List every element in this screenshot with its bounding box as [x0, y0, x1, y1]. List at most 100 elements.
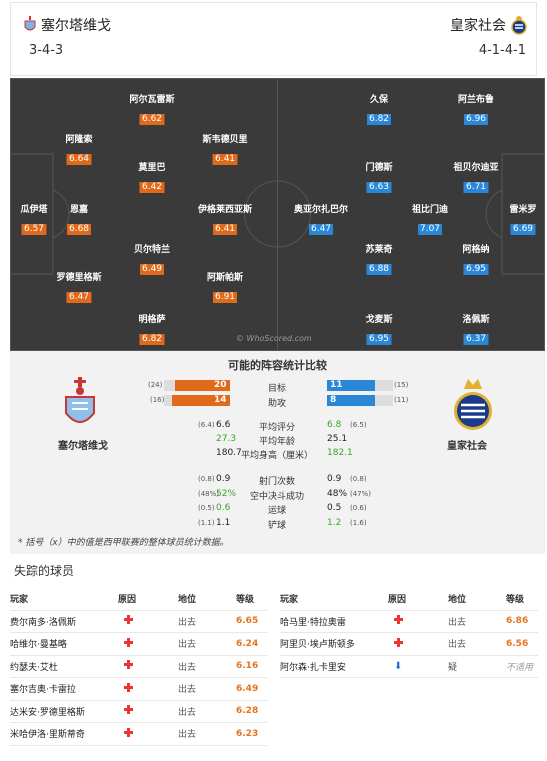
- injury-cross-icon: [124, 637, 133, 647]
- away-team-header[interactable]: 皇家社会: [450, 15, 528, 35]
- assists-away-value: 8: [330, 395, 337, 405]
- player-name: 阿隆索: [65, 135, 93, 145]
- stats-footnote: * 括号（x）中的值是西甲联赛的整体球员统计数据。: [18, 538, 229, 548]
- away-player[interactable]: 戈麦斯 6.95: [365, 314, 393, 345]
- home-formation: 3-4-3: [29, 43, 64, 58]
- away-player[interactable]: 洛佩斯 6.37: [462, 314, 490, 345]
- assists-home-prev: (16): [150, 396, 165, 404]
- player-name: 祖贝尔迪亚: [453, 163, 499, 173]
- missing-reason: [118, 677, 178, 701]
- home-missing-table: 玩家 原因 地位 等级 费尔南多·洛佩斯 出去 6.65 哈维尔·曼基略 出去 6.24 约…: [10, 588, 268, 746]
- stat-home-prev: (6.4): [198, 421, 215, 429]
- missing-player-name[interactable]: 阿尔森·扎卡里安: [280, 655, 388, 678]
- player-rating: 6.71: [463, 182, 489, 193]
- away-player[interactable]: 阿兰布鲁 6.96: [458, 94, 494, 125]
- missing-player-name[interactable]: 塞尔吉奥·卡雷拉: [10, 677, 118, 701]
- table-row[interactable]: 阿里贝·埃卢斯顿多 出去 6.56: [280, 632, 538, 656]
- player-rating: 6.91: [212, 292, 238, 303]
- missing-reason: [388, 610, 448, 633]
- stat-away-value: 25.1: [327, 434, 348, 444]
- missing-reason: [118, 610, 178, 633]
- injury-cross-icon: [124, 660, 133, 670]
- player-name: 罗德里格斯: [56, 273, 102, 283]
- missing-player-name[interactable]: 米哈伊洛·里斯蒂奇: [10, 722, 118, 746]
- stat-home-value: 27.3: [216, 434, 237, 444]
- table-row[interactable]: 阿尔森·扎卡里安 ⬇ 疑不适用: [280, 655, 538, 678]
- player-name: 阿尔瓦雷斯: [129, 95, 175, 105]
- away-player[interactable]: 祖贝尔迪亚 6.71: [453, 162, 499, 193]
- injury-cross-icon: [124, 682, 133, 692]
- stat-home-prev: (1.1): [198, 518, 215, 527]
- whoscored-watermark: © WhoScored.com: [236, 334, 312, 343]
- stat-away-value: 182.1: [327, 448, 353, 458]
- missing-players-title: 失踪的球员: [14, 564, 75, 578]
- home-player[interactable]: 明格萨 6.82: [138, 314, 166, 345]
- home-player[interactable]: 莫里巴 6.42: [138, 162, 166, 193]
- stat-away-prev: (0.8): [350, 475, 367, 483]
- player-name: 伊格莱西亚斯: [197, 205, 253, 215]
- missing-rating: 6.23: [236, 722, 268, 746]
- missing-player-name[interactable]: 哈维尔·曼基略: [10, 632, 118, 656]
- table-header-row: 玩家 原因 地位 等级: [280, 588, 538, 611]
- stat-away-prev: (1.6): [350, 518, 367, 527]
- player-rating: 6.63: [366, 182, 392, 193]
- injury-cross-icon: [124, 615, 133, 625]
- away-player-gk[interactable]: 雷米罗 6.69: [509, 204, 537, 235]
- stat-home-value: 0.9: [216, 474, 231, 484]
- real-sociedad-crest-icon: [454, 379, 492, 430]
- missing-rating: 6.24: [236, 632, 268, 656]
- header-player: 玩家: [10, 588, 118, 611]
- goals-away-prev: (15): [394, 381, 409, 389]
- home-player[interactable]: 贝尔特兰 6.49: [134, 244, 170, 275]
- table-row[interactable]: 约瑟夫·艾杜 出去 6.16: [10, 655, 268, 678]
- home-team-header[interactable]: 塞尔塔维戈: [23, 15, 111, 35]
- player-name: 莫里巴: [138, 163, 166, 173]
- table-row[interactable]: 达米安·罗德里格斯 出去 6.28: [10, 700, 268, 723]
- home-player[interactable]: 恩嘉 6.68: [66, 204, 92, 235]
- away-player[interactable]: 奥亚尔扎巴尔 6.47: [294, 204, 348, 235]
- player-name: 久保: [369, 95, 389, 105]
- table-row[interactable]: 哈马里·特拉奥雷 出去 6.86: [280, 610, 538, 633]
- table-row[interactable]: 哈维尔·曼基略 出去 6.24: [10, 632, 268, 656]
- away-player[interactable]: 祖比门迪 7.07: [412, 204, 448, 235]
- missing-status: 出去: [178, 610, 236, 633]
- missing-player-name[interactable]: 约瑟夫·艾杜: [10, 655, 118, 678]
- player-rating: 6.49: [139, 264, 165, 275]
- missing-player-name[interactable]: 达米安·罗德里格斯: [10, 700, 118, 723]
- stat-label: 平均年龄: [258, 437, 295, 447]
- table-row[interactable]: 塞尔吉奥·卡雷拉 出去 6.49: [10, 677, 268, 701]
- away-player[interactable]: 久保 6.82: [366, 94, 392, 125]
- player-name: 贝尔特兰: [133, 245, 171, 255]
- injury-cross-icon: [124, 727, 133, 737]
- goals-home-value: 20: [214, 380, 227, 390]
- away-player[interactable]: 苏莱奇 6.88: [365, 244, 393, 275]
- away-player[interactable]: 门德斯 6.63: [365, 162, 393, 193]
- header-player: 玩家: [280, 588, 388, 611]
- celta-crest-icon: [24, 16, 36, 31]
- player-rating: 6.95: [366, 334, 392, 345]
- home-player[interactable]: 斯韦德贝里 6.41: [202, 134, 248, 165]
- home-player[interactable]: 阿斯帕斯 6.91: [207, 272, 243, 303]
- missing-status: 出去: [178, 677, 236, 701]
- player-rating: 6.88: [366, 264, 392, 275]
- missing-player-name[interactable]: 阿里贝·埃卢斯顿多: [280, 632, 388, 656]
- table-row[interactable]: 米哈伊洛·里斯蒂奇 出去 6.23: [10, 722, 268, 746]
- home-player[interactable]: 阿隆索 6.64: [65, 134, 93, 165]
- stat-label: 射门次数: [258, 477, 295, 487]
- missing-reason: ⬇: [388, 655, 448, 678]
- home-player[interactable]: 罗德里格斯 6.47: [56, 272, 102, 303]
- missing-rating: 6.65: [236, 610, 268, 633]
- table-row[interactable]: 费尔南多·洛佩斯 出去 6.65: [10, 610, 268, 633]
- player-rating: 6.42: [139, 182, 165, 193]
- match-header: 塞尔塔维戈 3-4-3 皇家社会 4-1-4-1: [10, 2, 537, 76]
- missing-player-name[interactable]: 费尔南多·洛佩斯: [10, 610, 118, 633]
- away-player[interactable]: 阿格纳 6.95: [462, 244, 490, 275]
- home-player-gk[interactable]: 瓜伊塔 6.57: [20, 204, 48, 235]
- missing-player-name[interactable]: 哈马里·特拉奥雷: [280, 610, 388, 633]
- header-status: 地位: [178, 588, 236, 611]
- home-player[interactable]: 伊格莱西亚斯 6.41: [198, 204, 252, 235]
- stat-label: 空中决斗成功: [249, 491, 304, 502]
- home-player[interactable]: 阿尔瓦雷斯 6.62: [129, 94, 175, 125]
- stat-home-value: 1.1: [216, 517, 231, 528]
- stat-away-value: 6.8: [327, 420, 342, 430]
